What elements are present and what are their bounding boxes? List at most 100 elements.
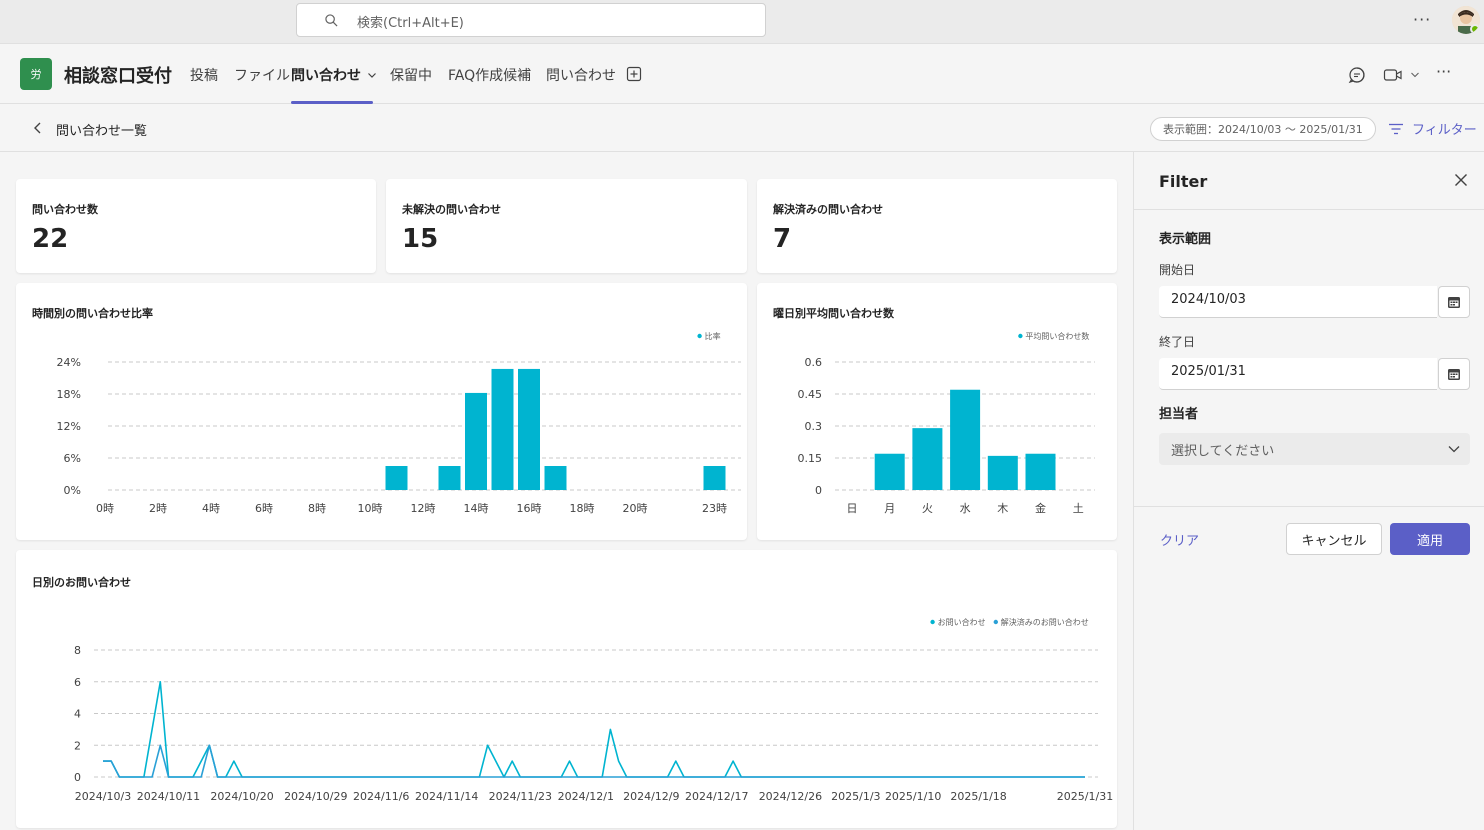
tab-inquiries[interactable]: 問い合わせ <box>291 65 377 85</box>
kpi-label: 未解決の問い合わせ <box>402 203 501 216</box>
x-tick-label: 2024/11/23 <box>489 790 552 803</box>
kpi-unresolved-card: 未解決の問い合わせ 15 <box>386 179 747 273</box>
apply-button[interactable]: 適用 <box>1390 523 1470 555</box>
calendar-icon <box>1448 369 1460 380</box>
bar <box>912 428 943 490</box>
bar <box>518 368 540 490</box>
legend-marker <box>993 619 998 625</box>
calendar-icon <box>1448 297 1460 308</box>
date-range-pill[interactable]: 表示範囲：2024/10/03 ～ 2025/01/31 <box>1150 117 1376 141</box>
chat-icon[interactable] <box>1348 66 1366 84</box>
x-tick-label: 月 <box>884 502 895 515</box>
page-title: 問い合わせ一覧 <box>56 124 148 139</box>
y-tick-label: 18% <box>57 388 81 401</box>
y-tick-label: 12% <box>57 420 81 433</box>
x-tick-label: 土 <box>1073 502 1084 515</box>
daily-chart-card: 日別のお問い合わせ 0 2 4 6 8 解決済みのお問い合わせ お問い合わせ 2024/10/… <box>16 550 1117 828</box>
end-date-field[interactable]: 2025/01/31 <box>1159 358 1437 390</box>
filter-panel: Filter 表示範囲 開始日 2024/10/03 終了日 2025/01/3… <box>1133 152 1484 830</box>
kpi-value: 15 <box>402 224 439 254</box>
y-tick-label: 4 <box>74 708 81 721</box>
kpi-value: 22 <box>32 224 69 254</box>
y-tick-label: 0.45 <box>798 388 823 401</box>
bar <box>544 466 567 490</box>
x-tick-label: 2025/1/10 <box>885 790 941 803</box>
y-tick-label: 0 <box>815 484 822 497</box>
kpi-value: 7 <box>773 224 792 254</box>
x-tick-label: 8時 <box>308 502 326 515</box>
bar <box>385 466 408 490</box>
cancel-button[interactable]: キャンセル <box>1286 523 1382 555</box>
tab-faq-candidates[interactable]: FAQ作成候補 <box>448 68 532 84</box>
hourly-chart-card: 時間別の問い合わせ比率 0% 6% 12% 18% 24% 比率 0時 2時 4時 6時 8時 10時… <box>16 283 747 540</box>
video-call-icon[interactable] <box>1383 66 1403 84</box>
bar <box>438 466 461 490</box>
y-tick-label: 6% <box>64 452 81 465</box>
x-tick-label: 2025/1/3 <box>831 790 880 803</box>
search-placeholder: 検索(Ctrl+Alt+E) <box>357 16 464 31</box>
kpi-label: 解決済みの問い合わせ <box>773 203 883 216</box>
start-date-field[interactable]: 2024/10/03 <box>1159 286 1437 318</box>
kpi-label: 問い合わせ数 <box>32 203 98 216</box>
bar <box>465 392 487 490</box>
y-tick-label: 0.3 <box>805 420 823 433</box>
end-date-picker-button[interactable] <box>1438 358 1470 390</box>
assignee-label: 担当者 <box>1159 407 1199 422</box>
legend-label: 比率 <box>705 331 721 341</box>
x-tick-label: 金 <box>1035 501 1046 515</box>
x-tick-label: 2024/11/6 <box>353 790 409 803</box>
x-tick-label: 2024/10/11 <box>137 790 200 803</box>
x-tick-label: 4時 <box>202 502 220 515</box>
add-tab-icon[interactable] <box>626 66 642 82</box>
x-tick-label: 2024/10/20 <box>210 790 273 803</box>
x-tick-label: 2025/1/18 <box>950 790 1006 803</box>
filter-panel-title: Filter <box>1159 172 1208 191</box>
close-icon[interactable] <box>1454 173 1468 187</box>
x-tick-label: 水 <box>960 502 971 515</box>
active-tab-indicator <box>291 101 373 104</box>
team-logo[interactable]: 労 <box>20 58 52 90</box>
x-tick-label: 14時 <box>464 502 489 515</box>
avatar[interactable] <box>1452 6 1480 34</box>
search-icon <box>325 14 338 27</box>
assignee-placeholder: 選択してください <box>1171 444 1275 459</box>
x-tick-label: 2024/10/3 <box>75 790 131 803</box>
x-tick-label: 2時 <box>149 502 167 515</box>
more-options-icon[interactable]: ··· <box>1413 10 1432 29</box>
x-tick-label: 2024/12/9 <box>623 790 679 803</box>
series-line <box>103 744 1085 778</box>
back-arrow-icon[interactable] <box>32 121 44 135</box>
chevron-down-icon <box>1448 446 1460 453</box>
daily-line-chart: 0 2 4 6 8 解決済みのお問い合わせ お問い合わせ 2024/10/3 2024/10/1… <box>74 617 1113 803</box>
x-tick-label: 0時 <box>96 502 114 515</box>
x-tick-label: 2024/12/1 <box>558 790 614 803</box>
x-tick-label: 12時 <box>411 502 436 515</box>
more-options-icon[interactable]: ··· <box>1436 62 1452 81</box>
bar <box>1025 453 1056 490</box>
chevron-down-icon <box>368 73 376 78</box>
tab-inquiries-label: 問い合わせ <box>291 68 361 84</box>
clear-button[interactable]: クリア <box>1160 534 1200 549</box>
tab-pending[interactable]: 保留中 <box>390 68 432 84</box>
search-box[interactable]: 検索(Ctrl+Alt+E) <box>296 3 766 37</box>
x-tick-label: 日 <box>847 502 858 515</box>
bar <box>987 455 1018 490</box>
tab-inquiries-2[interactable]: 問い合わせ <box>546 68 616 84</box>
bar <box>491 368 514 490</box>
weekday-chart-card: 曜日別平均問い合わせ数 0 0.15 0.3 0.45 0.6 平均問い合わせ数日 月 火 水 木… <box>757 283 1117 540</box>
filter-icon <box>1389 123 1403 134</box>
assignee-select[interactable]: 選択してください <box>1159 433 1470 465</box>
y-tick-label: 0 <box>74 771 81 784</box>
chevron-down-icon[interactable] <box>1410 70 1420 80</box>
x-tick-label: 16時 <box>517 502 542 515</box>
bar <box>874 453 905 490</box>
start-date-picker-button[interactable] <box>1438 286 1470 318</box>
chart-title: 時間別の問い合わせ比率 <box>32 307 153 320</box>
bar <box>703 466 726 490</box>
tab-posts[interactable]: 投稿 <box>190 68 218 84</box>
y-tick-label: 0.15 <box>798 452 823 465</box>
title-bar: 検索(Ctrl+Alt+E) ··· <box>0 0 1484 44</box>
filter-button[interactable]: フィルター <box>1388 119 1477 138</box>
tab-files[interactable]: ファイル <box>234 68 290 84</box>
presence-available-icon <box>1470 24 1480 34</box>
